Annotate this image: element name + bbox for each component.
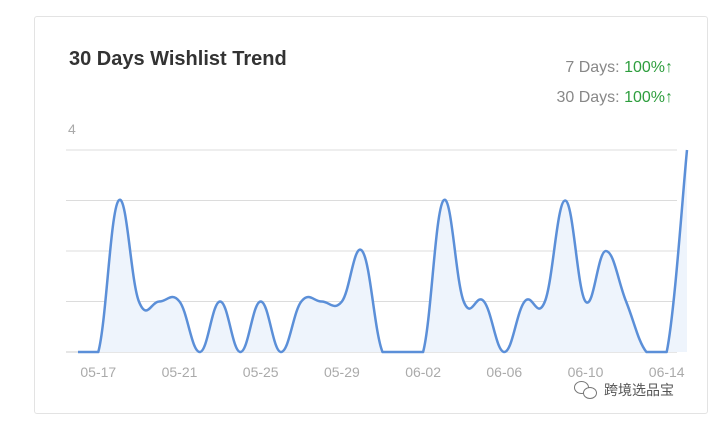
watermark-text: 跨境选品宝 [604, 382, 674, 398]
up-arrow-icon: ↑ [665, 89, 673, 106]
stat-30-days-value: 100% [624, 89, 665, 106]
y-tick-label: 4 [68, 121, 76, 137]
x-tick-label: 06-06 [486, 364, 522, 380]
watermark: 跨境选品宝 [574, 380, 674, 400]
x-tick-label: 05-17 [80, 364, 116, 380]
stat-30-days: 30 Days: 100%↑ [556, 83, 673, 113]
x-tick-label: 05-25 [243, 364, 279, 380]
card-title: 30 Days Wishlist Trend [69, 48, 287, 70]
x-tick-label: 05-21 [162, 364, 198, 380]
x-tick-label: 06-10 [568, 364, 604, 380]
stat-7-days-label: 7 Days: [565, 59, 620, 76]
x-tick-label: 06-14 [649, 364, 685, 380]
trend-stats: 7 Days: 100%↑ 30 Days: 100%↑ [556, 53, 673, 113]
stat-7-days: 7 Days: 100%↑ [556, 53, 673, 83]
wechat-icon [574, 380, 598, 400]
x-tick-label: 06-02 [405, 364, 441, 380]
stat-7-days-value: 100% [624, 59, 665, 76]
x-tick-label: 05-29 [324, 364, 360, 380]
up-arrow-icon: ↑ [665, 59, 673, 76]
series-line [77, 149, 689, 354]
stat-30-days-label: 30 Days: [556, 89, 620, 106]
series-area [78, 150, 687, 352]
